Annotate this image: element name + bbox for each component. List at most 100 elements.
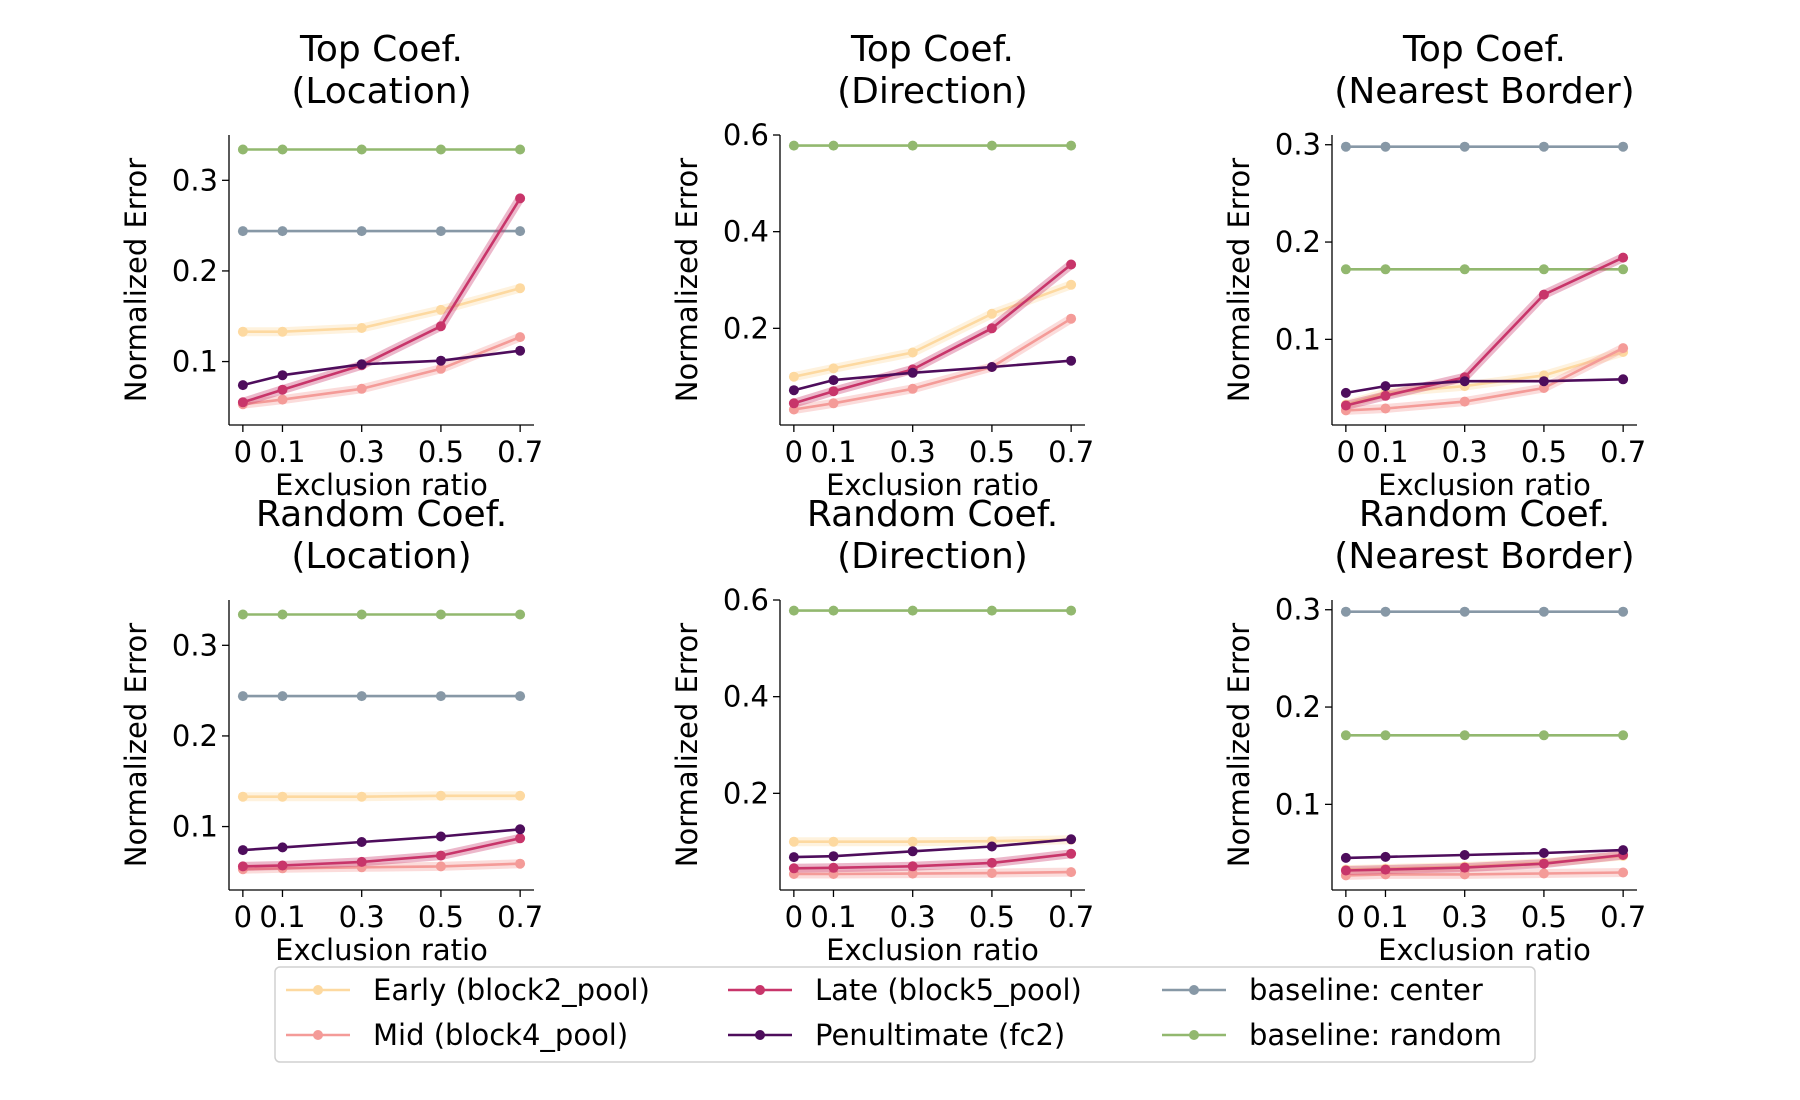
y-axis-label: Normalized Error [670, 158, 704, 402]
x-tick-label: 0 [1337, 900, 1355, 934]
data-point-baseline_random [1459, 730, 1470, 741]
x-tick-label: 0.7 [497, 900, 543, 934]
x-tick-label: 0.3 [890, 900, 936, 934]
chart-panel-3: Top Coef.(Nearest Border)0.10.20.30 0.1 0.… [1222, 29, 1646, 502]
data-point-mid [277, 394, 288, 405]
series-penultimate [1340, 845, 1629, 863]
data-point-baseline_center [1459, 606, 1470, 617]
x-tick-label: 0.3 [339, 900, 385, 934]
series-penultimate [788, 355, 1077, 396]
data-point-baseline_random [1538, 264, 1549, 275]
data-point-baseline_random [515, 609, 526, 620]
data-point-late [986, 323, 997, 334]
data-point-early [828, 836, 839, 847]
data-point-baseline_random [1066, 140, 1077, 151]
data-point-early [435, 790, 446, 801]
data-point-baseline_random [435, 144, 446, 155]
data-point-mid [986, 868, 997, 879]
chart-title-line-2: (Direction) [837, 71, 1028, 112]
data-point-baseline_random [1538, 730, 1549, 741]
data-point-penultimate [1618, 374, 1629, 385]
legend-label: baseline: center [1249, 973, 1483, 1007]
data-point-baseline_random [828, 605, 839, 616]
series-late [788, 848, 1077, 874]
chart-title-line-1: Top Coef. [850, 29, 1014, 70]
chart-title-line-1: Top Coef. [299, 29, 463, 70]
x-tick-label: 0.1 [259, 900, 305, 934]
y-tick-label: 0.3 [172, 628, 218, 662]
data-point-late [1340, 865, 1351, 876]
data-point-late [788, 398, 799, 409]
legend-label: baseline: random [1249, 1018, 1502, 1052]
legend-entry-baseline_random: baseline: random [1162, 1018, 1502, 1052]
data-point-penultimate [435, 355, 446, 366]
legend: Early (block2_pool) Mid (block4_pool) Late… [274, 966, 1536, 1063]
chart-panel-6: Random Coef.(Nearest Border)0.10.20.30 0.… [1222, 494, 1646, 967]
data-point-late [986, 857, 997, 868]
chart-title-line-2: (Direction) [837, 536, 1028, 577]
legend-entry-penultimate: Penultimate (fc2) [728, 1018, 1065, 1052]
data-point-baseline_random [907, 140, 918, 151]
data-point-late [788, 863, 799, 874]
x-tick-label: 0.5 [969, 435, 1015, 469]
chart-panel-5: Random Coef.(Direction) 0.2 0.4 0.6 0 0.1 0.3 0… [670, 494, 1094, 967]
data-point-baseline_random [356, 609, 367, 620]
data-point-late [1538, 289, 1549, 300]
data-point-penultimate [1340, 387, 1351, 398]
data-point-late [828, 862, 839, 873]
y-axis-label: Normalized Error [1222, 158, 1256, 402]
data-point-mid [828, 398, 839, 409]
data-point-penultimate [907, 846, 918, 857]
data-point-early [356, 791, 367, 802]
legend-label: Mid (block4_pool) [373, 1018, 628, 1052]
data-point-early [277, 791, 288, 802]
y-tick-label: 0.6 [723, 118, 769, 152]
data-point-penultimate [828, 375, 839, 386]
series-early [788, 279, 1077, 382]
data-point-baseline_random [435, 609, 446, 620]
data-point-penultimate [237, 380, 248, 391]
data-point-baseline_random [1380, 730, 1391, 741]
x-tick-label: 0.1 [1362, 435, 1408, 469]
data-point-penultimate [277, 370, 288, 381]
data-point-late [515, 833, 526, 844]
data-point-early [788, 371, 799, 382]
x-axis-label: Exclusion ratio [275, 468, 488, 502]
data-point-baseline_center [277, 691, 288, 702]
x-tick-label: 0.1 [259, 435, 305, 469]
data-point-late [1380, 864, 1391, 875]
data-point-penultimate [1380, 381, 1391, 392]
data-point-baseline_random [1380, 264, 1391, 275]
series-baseline_random [1340, 264, 1629, 275]
data-point-penultimate [1459, 850, 1470, 860]
data-point-baseline_random [788, 605, 799, 616]
series-early [237, 283, 526, 337]
y-tick-label: 0.2 [723, 311, 769, 345]
data-point-baseline_center [435, 691, 446, 702]
data-point-baseline_center [237, 691, 248, 702]
series-penultimate [237, 824, 526, 856]
x-tick-label: 0.3 [890, 435, 936, 469]
legend-swatch-marker [755, 1030, 765, 1040]
series-mid [788, 313, 1077, 415]
data-point-early [515, 283, 526, 294]
x-tick-label: 0.5 [1521, 435, 1567, 469]
y-tick-label: 0.1 [172, 345, 218, 379]
data-point-late [907, 861, 918, 872]
y-axis-label: Normalized Error [119, 158, 153, 402]
data-point-late [237, 397, 248, 408]
data-point-mid [356, 383, 367, 394]
chart-panel-4: Random Coef.(Location)0.10.20.30 0.1 0.3 0.… [119, 494, 543, 967]
x-tick-label: 0.1 [1362, 900, 1408, 934]
data-point-early [1066, 279, 1077, 290]
data-point-early [788, 836, 799, 847]
y-axis-label: Normalized Error [670, 623, 704, 867]
data-point-baseline_random [356, 144, 367, 155]
data-point-penultimate [1380, 851, 1391, 862]
data-point-penultimate [1340, 852, 1351, 863]
data-point-baseline_random [828, 140, 839, 151]
x-tick-label: 0.3 [339, 435, 385, 469]
series-baseline_center [237, 226, 526, 237]
data-point-baseline_random [277, 609, 288, 620]
